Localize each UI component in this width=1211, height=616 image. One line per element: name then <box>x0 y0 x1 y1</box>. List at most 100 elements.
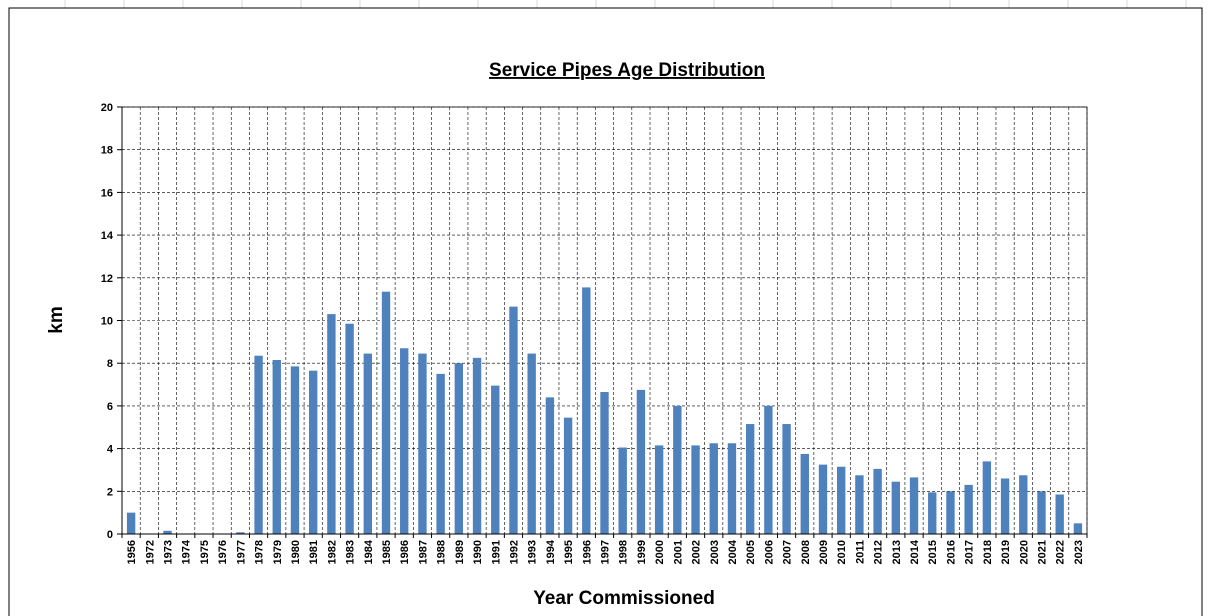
x-tick-label-2022: 2022 <box>1055 540 1067 564</box>
bar-1982 <box>327 314 336 534</box>
bar-2021 <box>1037 491 1046 534</box>
x-tick-label-1981: 1981 <box>308 540 320 564</box>
x-tick-label-2018: 2018 <box>982 540 994 564</box>
bar-1988 <box>436 373 445 535</box>
y-tick-labels: 0 2 4 6 8 10 12 14 16 18 20 <box>101 102 122 541</box>
x-tick-label-1974: 1974 <box>181 539 193 564</box>
x-tick-label-2000: 2000 <box>654 540 666 564</box>
bar-1994 <box>545 397 555 534</box>
bar-series <box>126 287 1083 535</box>
x-tick-label-1994: 1994 <box>545 539 557 564</box>
bar-1993 <box>527 353 536 534</box>
x-tick-label-1980: 1980 <box>290 540 302 564</box>
x-tick-label-2016: 2016 <box>945 540 957 564</box>
x-tick-label-2008: 2008 <box>800 540 812 564</box>
x-tick-label-2021: 2021 <box>1036 540 1048 564</box>
bar-1985 <box>381 291 391 534</box>
x-tick-label-1988: 1988 <box>436 540 448 564</box>
y-tick-label-0: 0 <box>107 529 113 541</box>
bar-1987 <box>418 353 427 534</box>
x-tick-label-2012: 2012 <box>873 540 885 564</box>
x-tick-label-1996: 1996 <box>581 540 593 564</box>
bar-1999 <box>636 389 646 534</box>
x-tick-label-1991: 1991 <box>490 540 502 564</box>
x-tick-label-1956: 1956 <box>126 540 138 564</box>
x-tick-label-1997: 1997 <box>600 540 612 564</box>
bar-2002 <box>691 445 700 534</box>
bar-2015 <box>928 492 937 534</box>
x-tick-label-1992: 1992 <box>508 540 520 564</box>
bar-1983 <box>345 323 354 534</box>
spreadsheet-gridlines <box>64 0 1187 8</box>
x-tick-label-1986: 1986 <box>399 540 411 564</box>
bar-2006 <box>764 405 773 534</box>
y-tick-label-10: 10 <box>101 316 113 328</box>
bar-2022 <box>1055 494 1064 534</box>
x-tick-label-2005: 2005 <box>745 540 757 564</box>
bar-1989 <box>454 363 464 534</box>
bar-1978 <box>254 355 263 534</box>
x-tick-label-1993: 1993 <box>527 540 539 564</box>
bar-2020 <box>1019 475 1028 534</box>
x-tick-label-2011: 2011 <box>854 540 866 564</box>
x-tick-label-2013: 2013 <box>891 540 903 564</box>
bar-1980 <box>290 366 300 534</box>
x-tick-label-2019: 2019 <box>1000 540 1012 564</box>
bar-2017 <box>964 484 973 534</box>
x-tick-label-2003: 2003 <box>709 540 721 564</box>
bar-1984 <box>363 353 372 534</box>
bar-2000 <box>654 445 664 534</box>
bar-1977 <box>236 532 245 534</box>
x-tick-label-2023: 2023 <box>1073 540 1085 564</box>
y-tick-label-6: 6 <box>107 401 113 413</box>
bar-2003 <box>709 443 718 534</box>
bar-2016 <box>946 491 955 534</box>
bar-2005 <box>745 424 755 534</box>
x-tick-label-2010: 2010 <box>836 540 848 564</box>
bar-2009 <box>818 464 828 534</box>
bar-2007 <box>782 424 791 534</box>
x-tick-label-1975: 1975 <box>199 540 211 564</box>
chart-title: Service Pipes Age Distribution <box>489 60 765 81</box>
y-tick-label-14: 14 <box>101 230 114 242</box>
x-tick-label-1990: 1990 <box>472 540 484 564</box>
x-tick-label-2009: 2009 <box>818 540 830 564</box>
bar-2013 <box>891 481 901 534</box>
x-axis-title: Year Commissioned <box>533 588 715 609</box>
bar-1996 <box>582 287 591 534</box>
x-tick-label-2017: 2017 <box>964 540 976 564</box>
x-tick-label-2001: 2001 <box>672 540 684 564</box>
bar-2008 <box>800 453 809 534</box>
bar-1986 <box>400 348 409 534</box>
x-tick-label-1989: 1989 <box>454 540 466 564</box>
x-tick-label-2007: 2007 <box>782 540 794 564</box>
bar-2014 <box>909 477 919 534</box>
bar-1973 <box>163 530 172 534</box>
x-tick-label-1987: 1987 <box>417 540 429 564</box>
x-tick-label-1983: 1983 <box>345 540 357 564</box>
x-tick-label-2006: 2006 <box>763 540 775 564</box>
x-tick-label-1973: 1973 <box>163 540 175 564</box>
bar-1992 <box>509 306 518 534</box>
x-tick-label-2015: 2015 <box>927 540 939 564</box>
bar-1981 <box>308 370 318 534</box>
bar-1991 <box>491 385 500 534</box>
y-tick-label-2: 2 <box>107 486 113 498</box>
y-axis-title: km <box>46 306 67 333</box>
x-tick-label-1976: 1976 <box>217 540 229 564</box>
bar-2012 <box>873 468 882 534</box>
bar-2001 <box>673 405 682 534</box>
bar-2004 <box>727 443 737 534</box>
x-tick-label-1999: 1999 <box>636 540 648 564</box>
bar-1979 <box>272 360 281 534</box>
bar-1997 <box>600 392 609 534</box>
y-tick-label-16: 16 <box>101 187 113 199</box>
x-tick-label-2004: 2004 <box>727 539 739 564</box>
y-tick-label-12: 12 <box>101 273 113 285</box>
bar-2019 <box>1000 478 1010 534</box>
x-tick-label-1977: 1977 <box>235 540 247 564</box>
x-tick-label-1998: 1998 <box>618 540 630 564</box>
x-tick-label-1979: 1979 <box>272 540 284 564</box>
